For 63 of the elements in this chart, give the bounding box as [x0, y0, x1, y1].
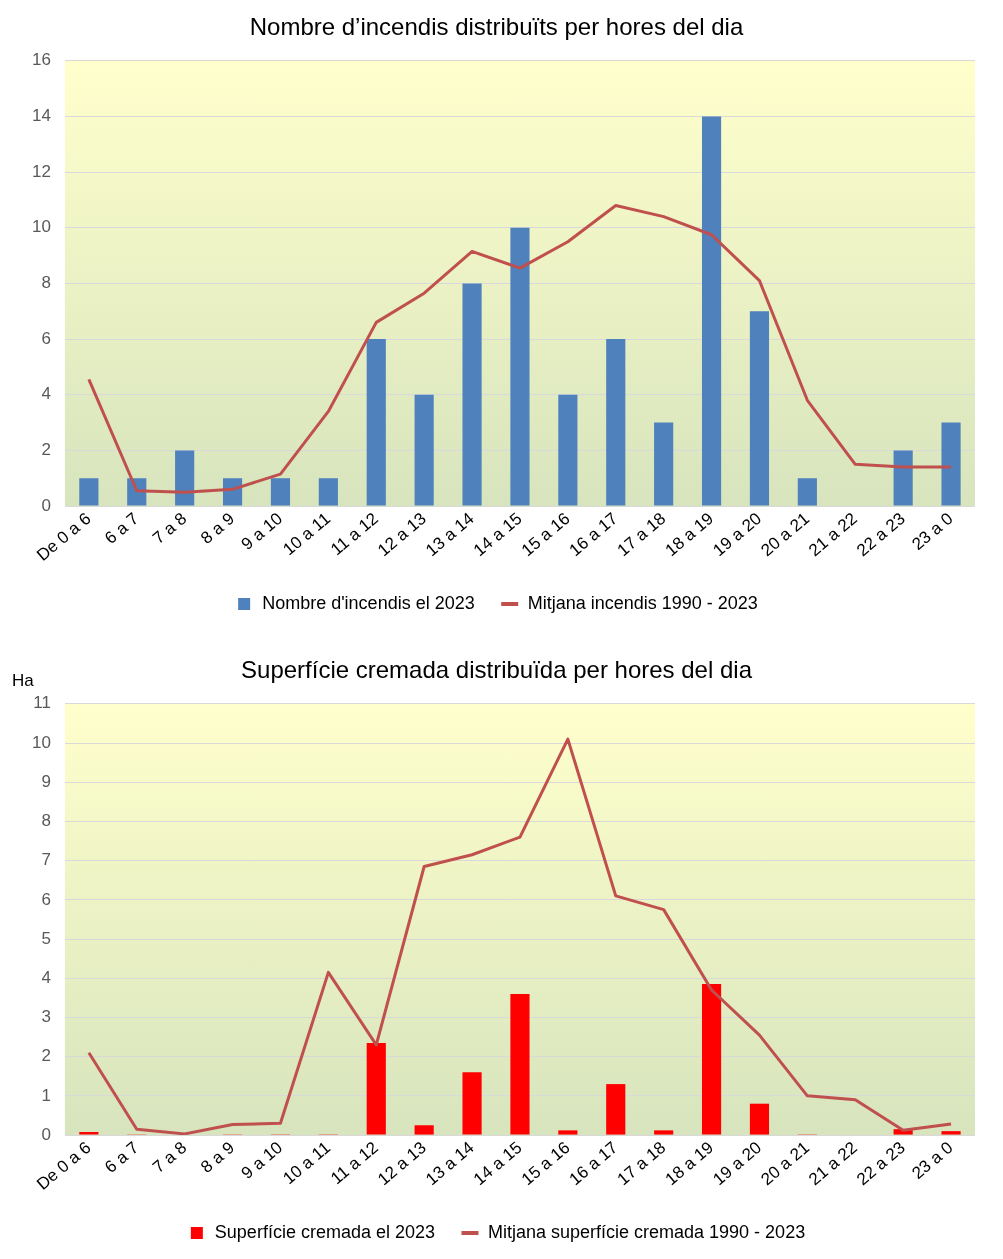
bar — [462, 283, 482, 506]
bar — [510, 227, 530, 506]
bar — [654, 422, 674, 506]
y-tick-label: 2 — [41, 440, 51, 460]
y-tick-label: 14 — [31, 106, 51, 126]
x-tick-label: 7 a 8 — [149, 508, 191, 548]
x-tick-label: 7 a 8 — [149, 1137, 191, 1177]
y-tick-label: 10 — [31, 732, 51, 752]
bar — [79, 1131, 99, 1135]
y-tick-label: 8 — [41, 811, 51, 831]
y-tick-label: 11 — [33, 693, 51, 713]
bar — [606, 339, 626, 506]
y-tick-label: 8 — [41, 273, 51, 293]
bar — [701, 116, 722, 506]
bar — [893, 450, 913, 506]
bar — [510, 993, 530, 1135]
bar — [414, 394, 434, 506]
y-tick-label: 16 — [31, 50, 51, 70]
y-tick-label: 12 — [31, 161, 51, 181]
x-tick-label: 23 a 0 — [908, 1137, 957, 1183]
bar — [749, 1103, 770, 1135]
y-tick-label: 7 — [41, 850, 51, 870]
bar — [558, 394, 578, 506]
y-axis-title: Ha — [12, 671, 34, 691]
y-tick-label: 4 — [41, 967, 51, 987]
x-tick-label: 6 a 7 — [101, 508, 143, 548]
bar — [749, 311, 770, 506]
y-tick-label: 6 — [41, 328, 51, 348]
y-tick-label: 3 — [41, 1007, 51, 1027]
legend-label: Mitjana superfície cremada 1990 - 2023 — [487, 1221, 806, 1242]
y-tick-label: 6 — [41, 889, 51, 909]
y-tick-label: 5 — [41, 928, 51, 948]
chart-title: Nombre d’incendis distribuïts per hores del dia — [249, 13, 744, 41]
legend-label: Nombre d'incendis el 2023 — [262, 592, 475, 613]
bar — [941, 422, 961, 506]
y-tick-label: 2 — [41, 1046, 51, 1066]
chart-title: Superfície cremada distribuïda per hores del dia — [241, 656, 753, 684]
bar — [701, 984, 722, 1135]
bar — [366, 1042, 386, 1135]
bar — [79, 478, 99, 506]
bar — [558, 1130, 578, 1135]
y-tick-label: 9 — [41, 771, 51, 791]
bar — [175, 450, 195, 506]
y-tick-label: 0 — [41, 495, 51, 515]
bar — [366, 339, 386, 506]
legend-label: Superfície cremada el 2023 — [214, 1221, 435, 1242]
bar — [797, 478, 817, 506]
x-tick-label: 6 a 7 — [101, 1137, 143, 1177]
bar — [462, 1072, 482, 1135]
x-tick-label: 8 a 9 — [196, 1137, 239, 1177]
bar — [941, 1131, 961, 1135]
x-tick-label: 23 a 0 — [908, 508, 957, 554]
bar — [414, 1125, 434, 1135]
y-tick-label: 0 — [41, 1124, 51, 1144]
bar — [318, 478, 338, 506]
bar — [270, 478, 291, 506]
y-tick-label: 4 — [41, 384, 51, 404]
y-tick-label: 10 — [31, 217, 51, 237]
bar — [606, 1084, 626, 1135]
x-tick-label: 8 a 9 — [196, 508, 239, 548]
bar — [654, 1130, 674, 1135]
legend-label: Mitjana incendis 1990 - 2023 — [527, 592, 758, 613]
y-tick-label: 1 — [41, 1085, 51, 1105]
